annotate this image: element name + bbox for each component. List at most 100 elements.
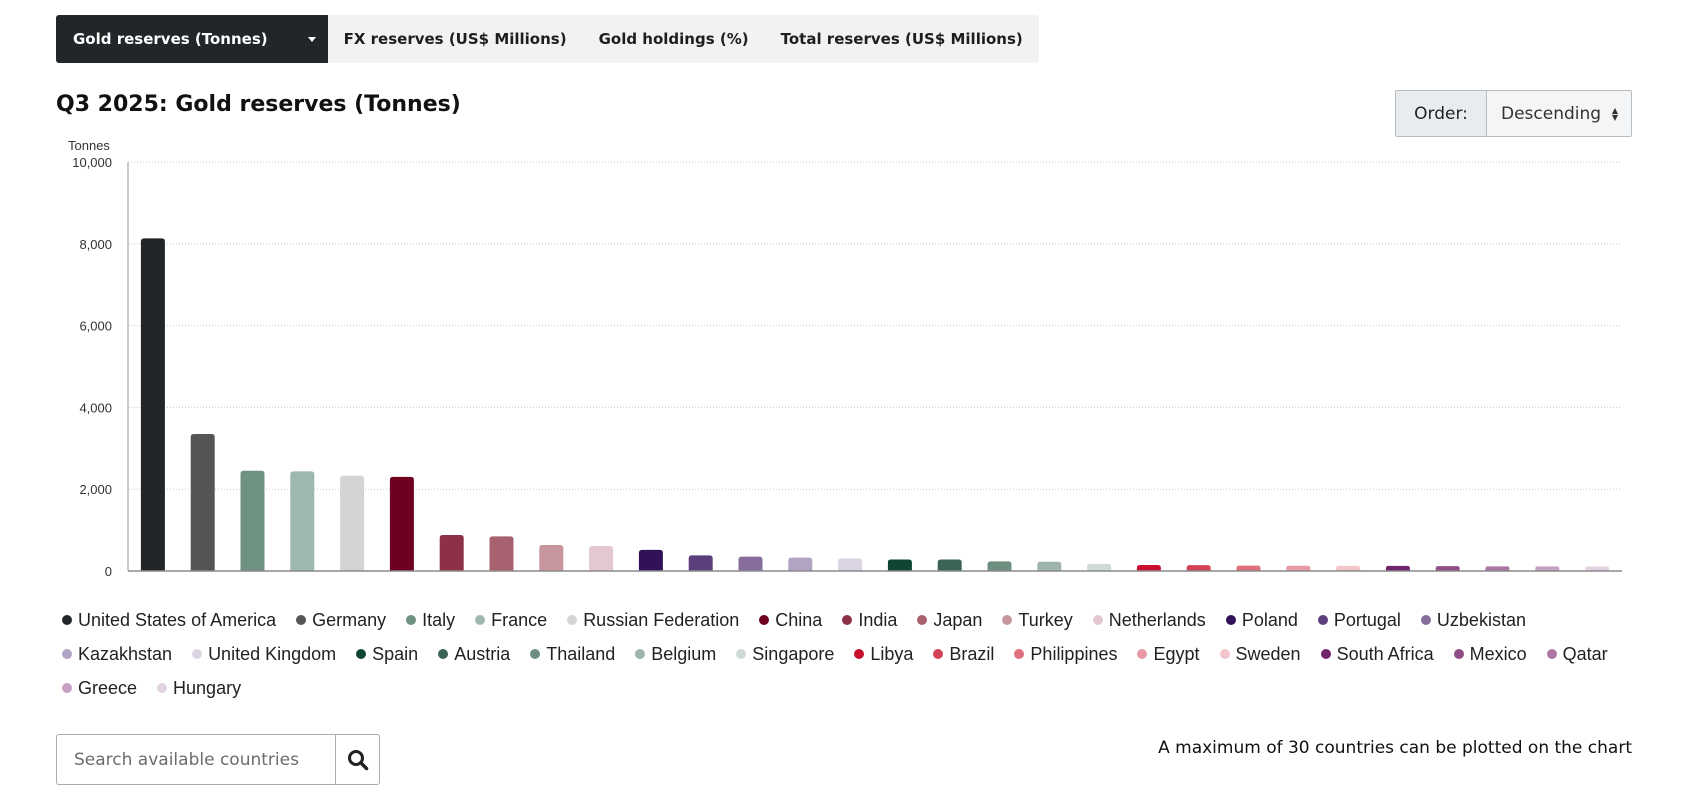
search-button[interactable] — [335, 735, 379, 784]
legend-item[interactable]: South Africa — [1320, 642, 1434, 666]
y-axis-title: Tonnes — [68, 138, 110, 153]
legend-item[interactable]: China — [759, 608, 822, 632]
bar-germany — [190, 433, 215, 571]
legend-label: Qatar — [1562, 643, 1608, 664]
tab-gold-reserves[interactable]: Gold reserves (Tonnes) — [56, 15, 328, 63]
legend-label: Italy — [422, 609, 456, 630]
legend-swatch — [567, 615, 578, 625]
legend-item[interactable]: Spain — [356, 642, 418, 666]
bar-italy — [240, 470, 265, 571]
legend-swatch — [406, 615, 417, 625]
legend-label: Spain — [372, 643, 419, 664]
bar-united-kingdom — [838, 558, 863, 571]
bar-uzbekistan — [738, 556, 763, 571]
bar-belgium — [1037, 561, 1062, 571]
bar-netherlands — [589, 545, 614, 571]
legend-item[interactable]: Germany — [296, 608, 386, 632]
legend-item[interactable]: Mexico — [1453, 642, 1527, 666]
order-value: Descending — [1501, 103, 1602, 124]
legend-swatch — [157, 683, 168, 693]
legend-label: Brazil — [949, 643, 995, 664]
tab-total-reserves[interactable]: Total reserves (US$ Millions) — [765, 15, 1039, 63]
legend-swatch — [1002, 615, 1013, 625]
y-tick-label: 6,000 — [79, 319, 112, 334]
legend-item[interactable]: Uzbekistan — [1420, 608, 1526, 632]
legend-item[interactable]: India — [842, 608, 897, 632]
legend-label: Thailand — [546, 643, 616, 664]
max-countries-note: A maximum of 30 countries can be plotted… — [1158, 738, 1632, 758]
legend-swatch — [1092, 615, 1103, 625]
legend-item[interactable]: Brazil — [933, 642, 994, 666]
legend-label: Egypt — [1153, 643, 1200, 664]
legend-item[interactable]: Qatar — [1546, 642, 1608, 666]
legend-item[interactable]: Japan — [917, 608, 982, 632]
legend-item[interactable]: Philippines — [1014, 642, 1117, 666]
caret-down-icon[interactable] — [307, 36, 316, 42]
legend-item[interactable]: Netherlands — [1092, 608, 1206, 632]
legend-label: Netherlands — [1108, 609, 1206, 630]
legend-label: United Kingdom — [208, 643, 337, 664]
legend-swatch — [1317, 615, 1328, 625]
legend-item[interactable]: United States of America — [62, 608, 276, 632]
legend-label: Greece — [78, 677, 138, 698]
legend-item[interactable]: Austria — [438, 642, 510, 666]
legend-item[interactable]: Russian Federation — [567, 608, 739, 632]
bar-greece — [1535, 566, 1560, 571]
order-control: Order: Descending ▲ ▼ — [1395, 90, 1632, 137]
legend-item[interactable]: Libya — [854, 642, 913, 666]
tab-gold-holdings[interactable]: Gold holdings (%) — [583, 15, 765, 63]
legend-swatch — [1320, 649, 1331, 659]
legend-swatch — [854, 649, 865, 659]
legend-swatch — [356, 649, 367, 659]
legend-item[interactable]: Poland — [1225, 608, 1298, 632]
legend-label: Austria — [454, 643, 511, 664]
legend-item[interactable]: Greece — [62, 676, 137, 700]
bar-chart: Tonnes 0 2,000 4,000 6,000 8,000 10,000 — [68, 138, 1622, 579]
legend-swatch — [296, 615, 307, 625]
bar-qatar — [1485, 566, 1510, 571]
country-search — [56, 734, 380, 785]
legend-label: Singapore — [752, 643, 835, 664]
legend-swatch — [438, 649, 449, 659]
legend-item[interactable]: Egypt — [1137, 642, 1200, 666]
y-tick-label: 0 — [105, 564, 112, 579]
bar-thailand — [987, 561, 1012, 571]
legend-item[interactable]: France — [475, 608, 547, 632]
legend-swatch — [917, 615, 928, 625]
bar-singapore — [1087, 563, 1112, 571]
legend-item[interactable]: Singapore — [736, 642, 834, 666]
legend-label: Kazakhstan — [78, 643, 173, 664]
legend-label: Libya — [870, 643, 914, 664]
legend-item[interactable]: Sweden — [1219, 642, 1301, 666]
legend-item[interactable]: Kazakhstan — [62, 642, 172, 666]
bar-poland — [638, 549, 663, 571]
legend-item[interactable]: Portugal — [1317, 608, 1401, 632]
bar-spain — [887, 559, 912, 571]
legend-swatch — [475, 615, 486, 625]
bar-portugal — [688, 555, 713, 571]
bar-sweden — [1336, 565, 1361, 571]
tab-label: Total reserves (US$ Millions) — [780, 30, 1023, 48]
legend-swatch — [1219, 649, 1230, 659]
legend-item[interactable]: Turkey — [1002, 608, 1073, 632]
legend-swatch — [62, 683, 72, 693]
legend-label: South Africa — [1336, 643, 1434, 664]
legend-swatch — [1546, 649, 1557, 659]
chart-title: Q3 2025: Gold reserves (Tonnes) — [56, 92, 461, 117]
bar-russian-federation — [340, 475, 365, 571]
y-tick-label: 8,000 — [79, 237, 112, 252]
search-input[interactable] — [57, 735, 335, 784]
y-tick-label: 2,000 — [79, 482, 112, 497]
legend-item[interactable]: United Kingdom — [192, 642, 336, 666]
legend-label: France — [491, 609, 548, 630]
order-select[interactable]: Descending ▲ ▼ — [1487, 91, 1631, 136]
tab-label: Gold reserves (Tonnes) — [73, 30, 268, 48]
legend-item[interactable]: Thailand — [530, 642, 615, 666]
legend-item[interactable]: Belgium — [635, 642, 716, 666]
legend-label: Sweden — [1235, 643, 1301, 664]
legend-item[interactable]: Italy — [406, 608, 455, 632]
bar-south-africa — [1385, 565, 1410, 571]
legend-item[interactable]: Hungary — [157, 676, 241, 700]
bar-united-states-of-america — [140, 238, 165, 571]
tab-fx-reserves[interactable]: FX reserves (US$ Millions) — [328, 15, 583, 63]
